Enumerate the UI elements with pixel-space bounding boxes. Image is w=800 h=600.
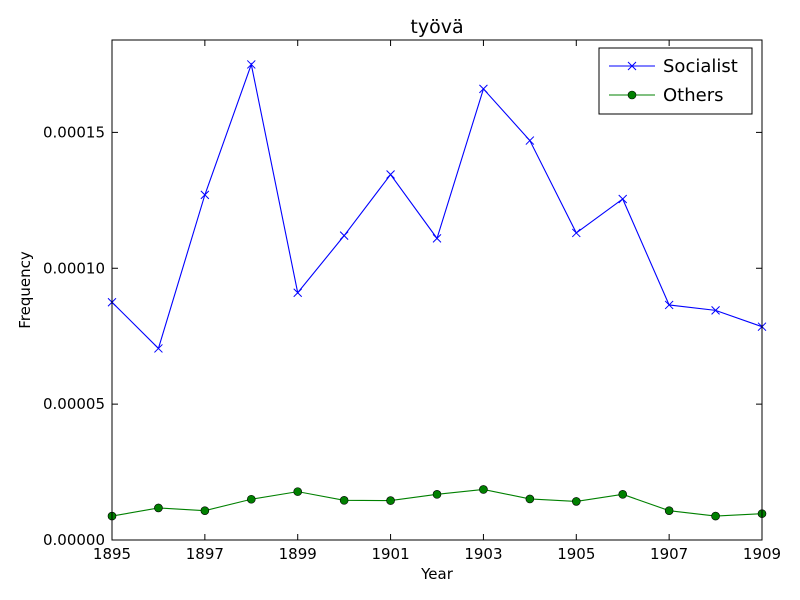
data-point-socialist xyxy=(154,344,163,353)
data-point-socialist xyxy=(618,194,628,204)
data-point-socialist xyxy=(246,60,256,69)
data-point-others xyxy=(386,496,395,505)
y-tick-label: 0.00015 xyxy=(43,123,105,141)
x-axis: 1895 1897 1899 1901 1903 1905 1907 1909 xyxy=(93,40,781,563)
data-point-socialist xyxy=(293,288,303,298)
plot-frame xyxy=(111,39,763,541)
data-point-others xyxy=(664,506,674,515)
y-tick-label: 0.00010 xyxy=(43,259,105,277)
data-point-others xyxy=(711,511,720,521)
x-tick-label: 1895 xyxy=(93,545,131,563)
plot-area xyxy=(107,60,767,521)
y-axis-label: Frequency xyxy=(16,251,34,329)
data-point-others xyxy=(339,496,349,505)
data-point-others xyxy=(571,497,581,506)
x-tick-label: 1905 xyxy=(557,545,595,563)
data-point-others xyxy=(154,503,163,513)
y-tick-label: 0.00005 xyxy=(43,395,105,413)
data-point-socialist xyxy=(479,84,488,94)
data-point-socialist xyxy=(571,228,581,238)
data-point-socialist xyxy=(664,300,674,310)
x-tick-label: 1897 xyxy=(186,545,224,563)
data-point-socialist xyxy=(432,234,442,243)
x-tick-label: 1903 xyxy=(464,545,502,563)
x-tick-label: 1909 xyxy=(743,545,781,563)
legend: Socialist Others xyxy=(598,47,753,115)
data-point-socialist xyxy=(339,231,349,241)
chart-title: työvä xyxy=(410,16,463,38)
data-point-others xyxy=(479,485,488,494)
data-point-socialist xyxy=(386,170,395,179)
x-tick-label: 1901 xyxy=(371,545,409,563)
data-point-socialist xyxy=(200,190,210,200)
legend-marker-socialist xyxy=(627,61,637,71)
legend-label-socialist: Socialist xyxy=(663,56,738,77)
x-tick-label: 1899 xyxy=(279,545,317,563)
x-tick-label: 1907 xyxy=(650,545,688,563)
data-point-others xyxy=(200,506,210,515)
data-point-others xyxy=(618,490,628,499)
data-point-socialist xyxy=(711,306,720,315)
data-point-others xyxy=(432,490,442,499)
legend-box xyxy=(598,47,753,115)
x-axis-label: Year xyxy=(420,565,454,583)
data-point-others xyxy=(246,494,256,504)
y-tick-label: 0.00000 xyxy=(43,531,105,549)
data-point-others xyxy=(293,487,303,496)
y-axis: 0.00000 0.00005 0.00010 0.00015 xyxy=(43,123,762,549)
data-point-others xyxy=(525,494,535,504)
legend-label-others: Others xyxy=(663,85,724,106)
data-point-socialist xyxy=(525,136,535,145)
legend-marker-others xyxy=(627,90,637,100)
